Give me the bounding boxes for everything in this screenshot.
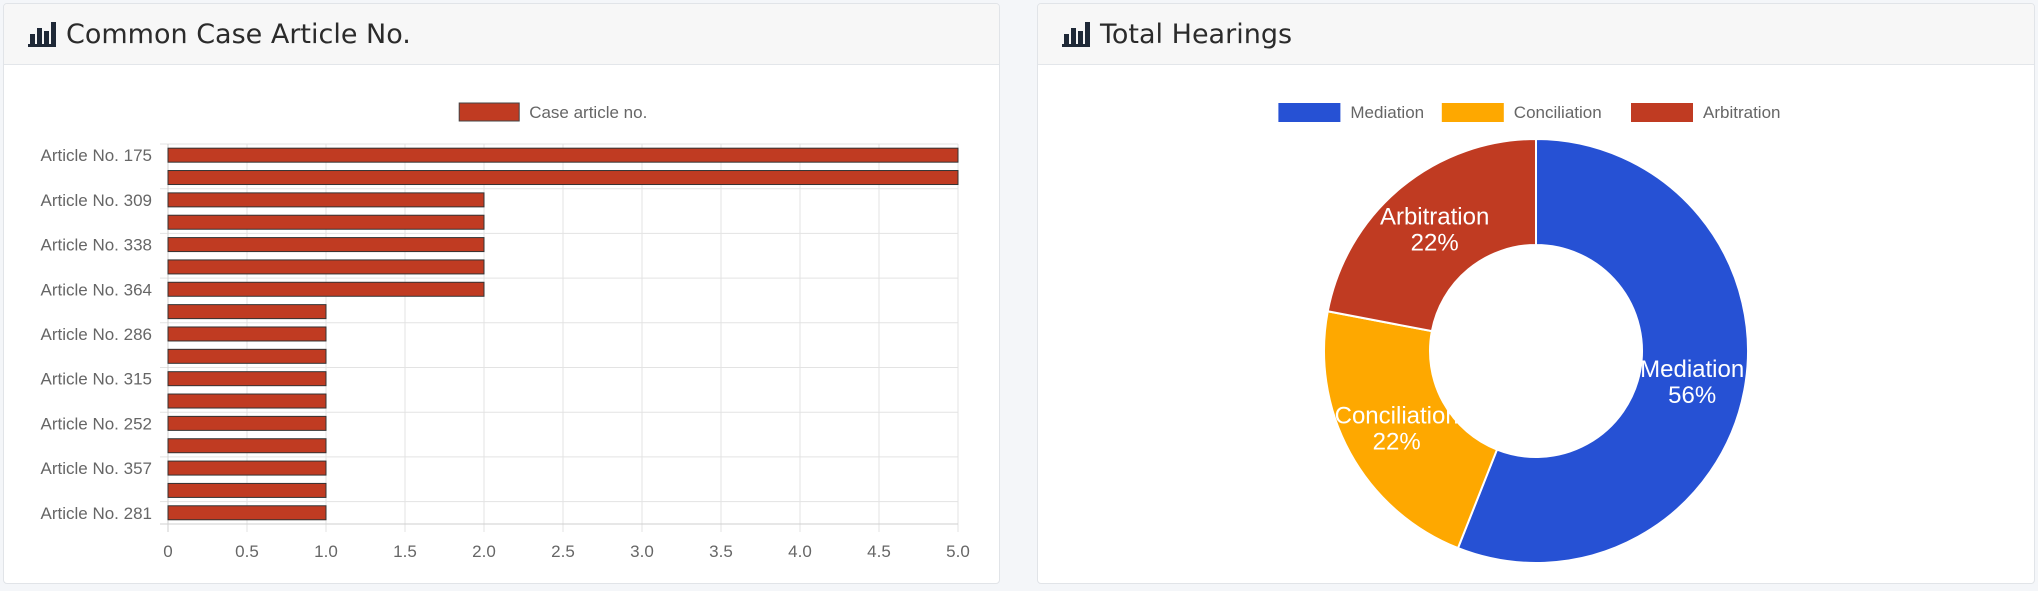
bar [167, 505, 327, 521]
x-tick-label: 5.0 [946, 542, 970, 561]
legend-label-case-article: Case article no. [529, 103, 647, 122]
bar [167, 214, 485, 230]
bar [167, 304, 327, 320]
bar [167, 170, 959, 186]
case-article-title: Common Case Article No. [66, 18, 411, 50]
legend-label-conciliation: Conciliation [1514, 103, 1602, 122]
bar [167, 326, 327, 342]
bar [167, 438, 327, 454]
x-tick-label: 0.5 [235, 542, 259, 561]
slice-label-conciliation: Conciliation [1335, 403, 1459, 430]
bar [167, 192, 485, 208]
y-tick-label: Article No. 175 [41, 146, 153, 165]
x-tick-label: 1.0 [314, 542, 338, 561]
bar [167, 147, 959, 163]
slice-label-mediation: Mediation [1640, 356, 1744, 383]
bar [167, 371, 327, 387]
y-tick-label: Article No. 338 [41, 236, 153, 255]
legend-label-arbitration: Arbitration [1703, 103, 1780, 122]
slice-arbitration [1326, 137, 1537, 333]
y-tick-label: Article No. 364 [41, 280, 153, 299]
slice-value-conciliation: 22% [1373, 429, 1421, 456]
total-hearings-title: Total Hearings [1100, 18, 1293, 50]
y-tick-label: Article No. 286 [41, 325, 153, 344]
x-tick-label: 1.5 [393, 542, 417, 561]
x-tick-label: 2.0 [472, 542, 496, 561]
slice-mediation [1456, 137, 1749, 564]
bar-chart-icon [28, 21, 56, 47]
legend-label-mediation: Mediation [1350, 103, 1424, 122]
total-hearings-card-header: Total Hearings [1038, 4, 2034, 65]
bar [167, 237, 485, 253]
legend-swatch-arbitration [1631, 103, 1693, 122]
bar [167, 259, 485, 275]
x-tick-label: 3.5 [709, 542, 733, 561]
case-article-card-header: Common Case Article No. [4, 4, 999, 65]
case-article-card: Common Case Article No. Case article no.… [3, 3, 1000, 584]
bar-chart-icon [1062, 21, 1090, 47]
bar [167, 460, 327, 476]
slice-label-arbitration: Arbitration [1380, 203, 1489, 230]
y-tick-label: Article No. 309 [41, 191, 153, 210]
x-tick-label: 4.0 [788, 542, 812, 561]
x-tick-label: 0 [163, 542, 172, 561]
total-hearings-card: Total Hearings Mediation Conciliation Arbi… [1037, 3, 2035, 584]
y-tick-label: Article No. 281 [41, 504, 153, 523]
x-tick-label: 2.5 [551, 542, 575, 561]
case-article-bar-chart: Case article no. 0 0.5 1.0 1.5 2.0 2.5 3.0 3.5 4.… [41, 102, 970, 561]
bar [167, 281, 485, 297]
legend-swatch-conciliation [1441, 103, 1504, 122]
legend-swatch-mediation [1278, 103, 1341, 122]
x-tick-label: 4.5 [867, 542, 891, 561]
y-tick-label: Article No. 315 [41, 370, 153, 389]
y-tick-label: Article No. 357 [41, 459, 153, 478]
slice-value-arbitration: 22% [1411, 229, 1459, 256]
total-hearings-doughnut-chart: Mediation Conciliation Arbitration Mediatio… [1278, 103, 1780, 564]
bar [167, 415, 327, 431]
slice-value-mediation: 56% [1668, 382, 1716, 409]
bar [167, 482, 327, 498]
x-tick-label: 3.0 [630, 542, 654, 561]
bar [167, 348, 327, 364]
legend-swatch-case-article [458, 102, 520, 122]
bar [167, 393, 327, 409]
slice-conciliation [1323, 310, 1499, 550]
y-tick-label: Article No. 252 [41, 414, 153, 433]
